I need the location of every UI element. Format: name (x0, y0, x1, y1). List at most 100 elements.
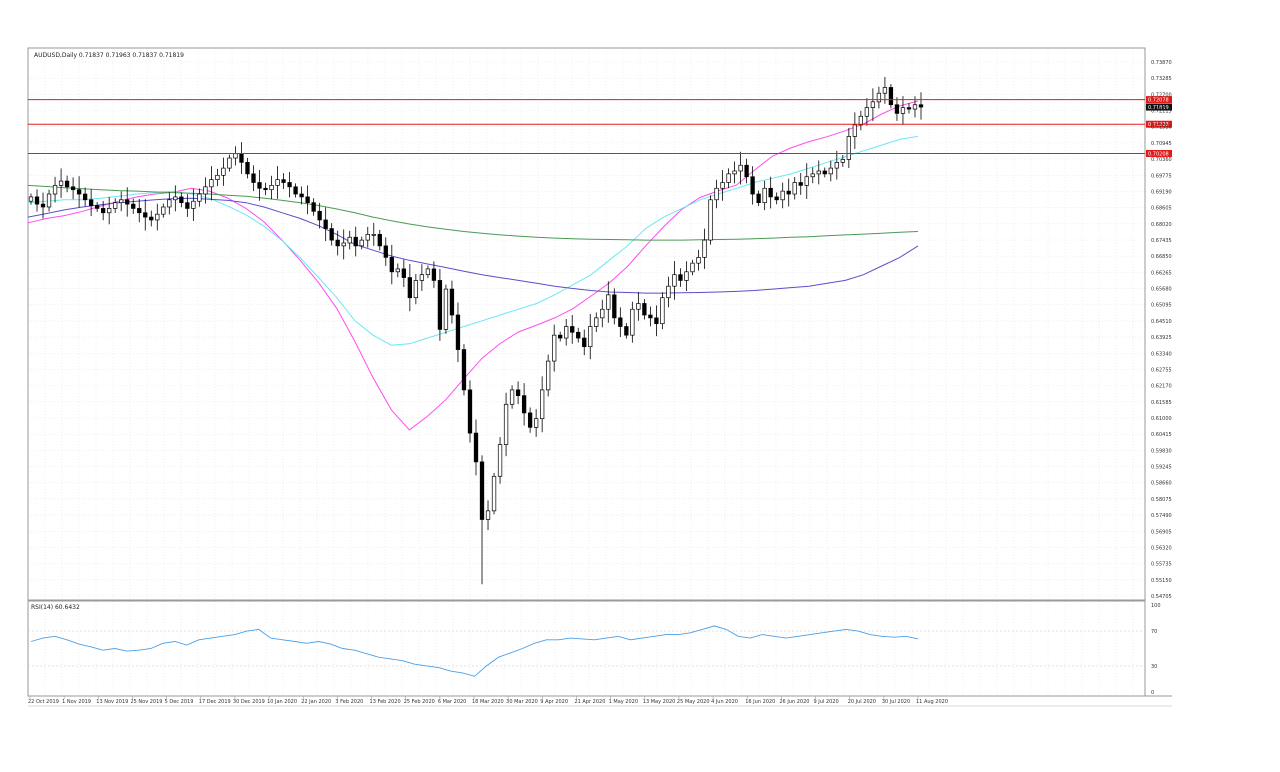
candle-body (636, 303, 641, 310)
y-tick-label: 0.69190 (1151, 189, 1172, 195)
y-tick-label: 0.70360 (1151, 157, 1172, 163)
y-tick-label: 0.64510 (1151, 319, 1172, 325)
y-tick-label: 0.56320 (1151, 545, 1172, 551)
candle-body (822, 170, 827, 175)
candle-body (786, 190, 791, 195)
candle-body (155, 213, 160, 221)
candle-body (894, 104, 900, 114)
moving-averages (27, 100, 919, 431)
y-tick-label: 0.66850 (1151, 254, 1172, 260)
x-tick-label: 11 Aug 2020 (916, 699, 948, 705)
candle-body (305, 196, 310, 204)
x-tick-label: 9 Apr 2020 (540, 699, 568, 705)
candle-body (798, 182, 803, 186)
candle-body (353, 236, 358, 247)
level-tag (1146, 96, 1172, 104)
candle-body (88, 199, 94, 206)
x-tick-label: 17 Dec 2019 (199, 699, 231, 705)
candle-body (491, 475, 497, 512)
candle-body (485, 510, 491, 520)
rsi-tick-label: 30 (1151, 664, 1157, 670)
y-tick-label: 0.61000 (1151, 416, 1172, 422)
x-tick-label: 13 May 2020 (643, 699, 676, 705)
level-tag (1146, 120, 1172, 128)
candle-body (245, 161, 250, 175)
candle-body (467, 389, 473, 434)
candle-body (720, 182, 725, 189)
candle-body (161, 206, 166, 215)
candle-body (293, 186, 298, 195)
candle-body (509, 389, 515, 405)
rsi-tick-label: 70 (1151, 629, 1157, 635)
x-tick-label: 9 Jul 2020 (814, 699, 839, 705)
horizontal-levels: 0.72078 0.71223 0.70208 0.71819 (28, 96, 1172, 157)
candle-body (287, 182, 292, 188)
candle-body (672, 274, 677, 287)
candle-body (744, 164, 749, 178)
candle-body (413, 280, 419, 299)
candle-body (888, 87, 894, 106)
candle-body (28, 196, 34, 202)
candle-body (119, 199, 124, 204)
candle-body (58, 180, 64, 186)
x-tick-label: 13 Feb 2020 (370, 699, 401, 705)
chart-header: AUDUSD,Daily 0.71837 0.71963 0.71837 0.7… (34, 52, 184, 59)
x-tick-label: 25 May 2020 (677, 699, 710, 705)
x-tick-label: 30 Jul 2020 (882, 699, 910, 705)
rsi-panel: 100 70 30 0 (28, 603, 1161, 696)
rsi-tick-label: 0 (1151, 690, 1154, 696)
candle-body (624, 326, 629, 336)
candle-body (768, 187, 773, 198)
candle-body (810, 173, 815, 178)
candle-body (299, 193, 304, 198)
candle-body (113, 202, 118, 209)
candle-body (594, 317, 599, 327)
candle-body (395, 268, 400, 273)
y-tick-label: 0.61585 (1151, 400, 1172, 406)
candle-body (738, 164, 743, 172)
candle-body (515, 389, 521, 396)
candle-body (696, 257, 701, 264)
y-tick-label: 0.68020 (1151, 222, 1172, 228)
candle-body (666, 285, 671, 299)
candle-body (654, 317, 659, 324)
y-tick-label: 0.66265 (1151, 270, 1172, 276)
candle-body (816, 170, 821, 175)
time-axis: 22 Oct 2019 1 Nov 2019 13 Nov 2019 25 Nov 2… (28, 696, 948, 705)
candle-body (329, 228, 334, 241)
y-tick-label: 0.68605 (1151, 206, 1172, 212)
candle-body (918, 104, 924, 108)
x-tick-label: 3 Feb 2020 (335, 699, 363, 705)
candle-body (600, 308, 605, 319)
candle-body (209, 179, 214, 188)
candle-body (906, 107, 912, 110)
level-tag (1146, 149, 1172, 157)
candle-body (383, 245, 388, 258)
x-tick-label: 20 Jul 2020 (848, 699, 876, 705)
candle-body (281, 179, 286, 183)
candle-body (912, 104, 918, 110)
y-tick-label: 0.57490 (1151, 513, 1172, 519)
candle-body (185, 202, 190, 209)
candle-body (167, 199, 172, 208)
candle-body (726, 173, 731, 183)
candle-body (419, 274, 425, 281)
x-tick-label: 22 Oct 2019 (28, 699, 59, 705)
candle-body (612, 294, 617, 319)
x-tick-label: 18 Mar 2020 (472, 699, 504, 705)
candle-body (678, 274, 683, 281)
candle-body (804, 176, 809, 186)
x-tick-label: 5 Dec 2019 (165, 699, 194, 705)
candle-body (263, 187, 268, 191)
y-tick-label: 0.70945 (1151, 141, 1172, 147)
candle-body (503, 403, 509, 445)
candle-body (251, 173, 256, 183)
y-tick-label: 0.62755 (1151, 367, 1172, 373)
candle-body (497, 444, 503, 477)
candle-body (846, 136, 851, 160)
candle-body (191, 200, 196, 209)
candle-body (552, 334, 557, 362)
candle-body (149, 216, 154, 221)
candle-body (233, 153, 238, 159)
candle-body (311, 202, 316, 212)
